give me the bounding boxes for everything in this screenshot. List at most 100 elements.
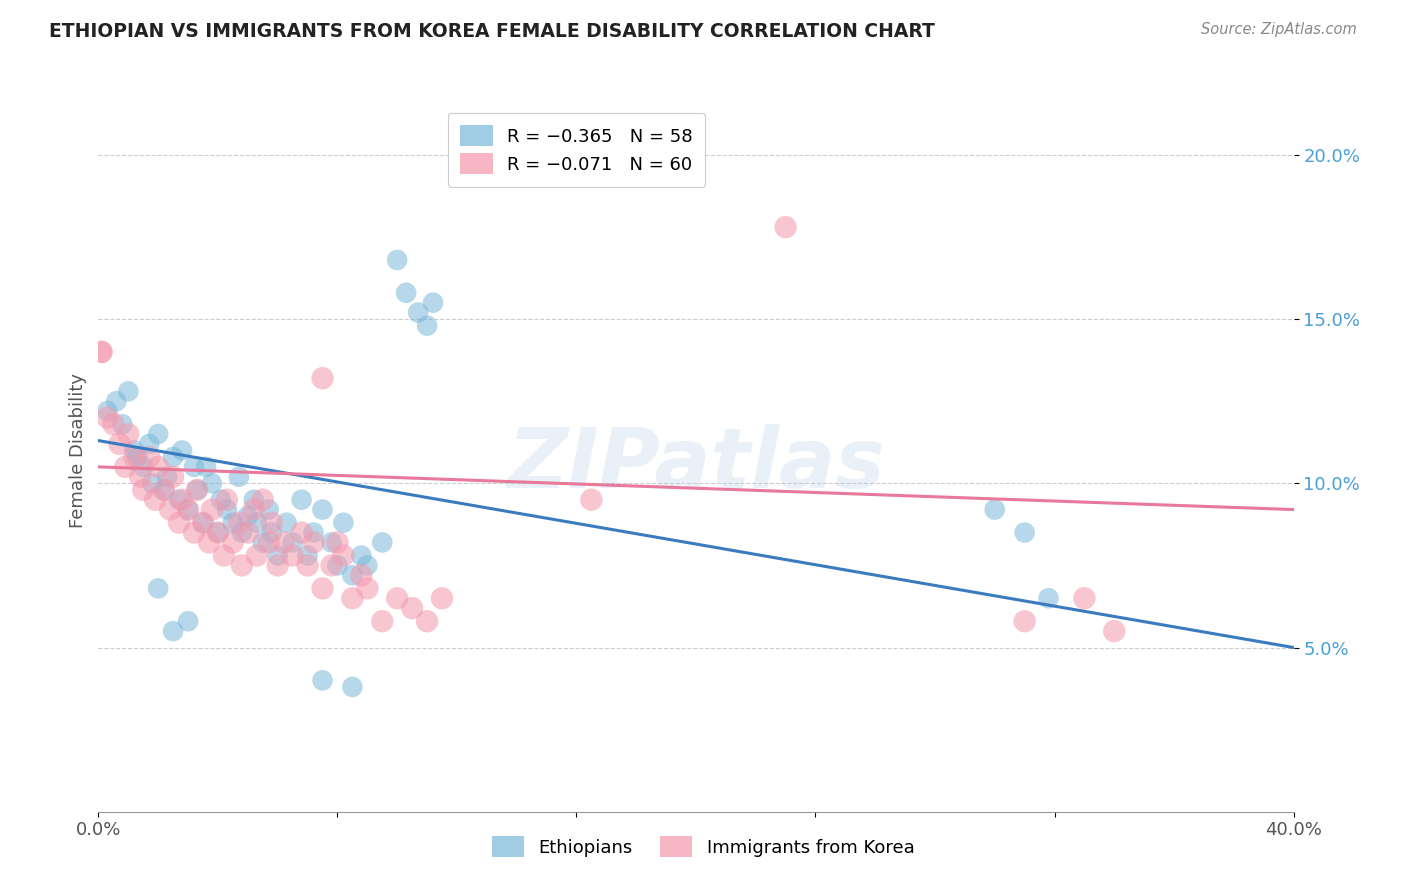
Point: [127, 450, 149, 464]
Point: [1014, 525, 1036, 540]
Point: [326, 558, 349, 573]
Point: [153, 483, 176, 497]
Point: [350, 549, 373, 563]
Point: [108, 437, 131, 451]
Point: [96, 410, 118, 425]
Point: [207, 525, 229, 540]
Point: [117, 427, 139, 442]
Point: [183, 459, 205, 474]
Point: [215, 502, 238, 516]
Point: [311, 582, 333, 596]
Point: [401, 601, 423, 615]
Point: [385, 252, 409, 267]
Point: [385, 591, 409, 606]
Point: [212, 549, 235, 563]
Point: [215, 492, 238, 507]
Point: [395, 285, 418, 300]
Point: [252, 535, 274, 549]
Point: [201, 476, 224, 491]
Point: [321, 535, 343, 549]
Point: [162, 469, 184, 483]
Point: [260, 516, 283, 530]
Point: [1104, 624, 1126, 639]
Point: [350, 568, 373, 582]
Point: [124, 450, 146, 464]
Point: [167, 516, 190, 530]
Point: [321, 558, 343, 573]
Point: [159, 502, 181, 516]
Point: [231, 558, 253, 573]
Point: [222, 516, 245, 530]
Point: [167, 492, 190, 507]
Point: [406, 305, 429, 319]
Point: [207, 525, 229, 540]
Point: [311, 673, 333, 688]
Point: [117, 384, 139, 399]
Point: [177, 502, 200, 516]
Point: [297, 558, 319, 573]
Point: [141, 476, 163, 491]
Point: [228, 516, 250, 530]
Point: [246, 516, 269, 530]
Point: [177, 614, 200, 628]
Point: [356, 582, 378, 596]
Point: [138, 450, 160, 464]
Point: [342, 568, 364, 582]
Point: [302, 535, 325, 549]
Point: [132, 459, 155, 474]
Point: [231, 525, 253, 540]
Point: [162, 624, 184, 639]
Point: [371, 535, 394, 549]
Point: [291, 525, 314, 540]
Point: [96, 404, 118, 418]
Point: [195, 459, 218, 474]
Point: [430, 591, 453, 606]
Point: [422, 295, 444, 310]
Point: [228, 469, 250, 483]
Point: [90, 345, 112, 359]
Point: [162, 450, 184, 464]
Point: [186, 483, 208, 497]
Point: [581, 492, 603, 507]
Point: [148, 582, 170, 596]
Point: [243, 492, 266, 507]
Point: [252, 492, 274, 507]
Legend: Ethiopians, Immigrants from Korea: Ethiopians, Immigrants from Korea: [479, 823, 927, 870]
Point: [148, 427, 170, 442]
Point: [326, 535, 349, 549]
Point: [186, 483, 208, 497]
Point: [276, 516, 298, 530]
Point: [356, 558, 378, 573]
Text: Source: ZipAtlas.com: Source: ZipAtlas.com: [1201, 22, 1357, 37]
Point: [177, 502, 200, 516]
Y-axis label: Female Disability: Female Disability: [69, 373, 87, 528]
Point: [172, 492, 194, 507]
Point: [416, 318, 439, 333]
Point: [111, 417, 134, 432]
Text: ZIPatlas: ZIPatlas: [508, 425, 884, 506]
Point: [371, 614, 394, 628]
Point: [143, 492, 166, 507]
Text: ETHIOPIAN VS IMMIGRANTS FROM KOREA FEMALE DISABILITY CORRELATION CHART: ETHIOPIAN VS IMMIGRANTS FROM KOREA FEMAL…: [49, 22, 935, 41]
Point: [267, 558, 290, 573]
Point: [257, 535, 280, 549]
Point: [342, 680, 364, 694]
Point: [209, 492, 232, 507]
Point: [257, 502, 280, 516]
Point: [281, 549, 304, 563]
Point: [302, 525, 325, 540]
Point: [273, 535, 295, 549]
Point: [129, 469, 152, 483]
Point: [191, 516, 214, 530]
Point: [291, 492, 314, 507]
Point: [103, 417, 125, 432]
Point: [416, 614, 439, 628]
Point: [342, 591, 364, 606]
Point: [297, 549, 319, 563]
Point: [222, 535, 245, 549]
Point: [332, 516, 354, 530]
Legend: R = −0.365   N = 58, R = −0.071   N = 60: R = −0.365 N = 58, R = −0.071 N = 60: [447, 112, 706, 187]
Point: [132, 483, 155, 497]
Point: [984, 502, 1007, 516]
Point: [156, 469, 179, 483]
